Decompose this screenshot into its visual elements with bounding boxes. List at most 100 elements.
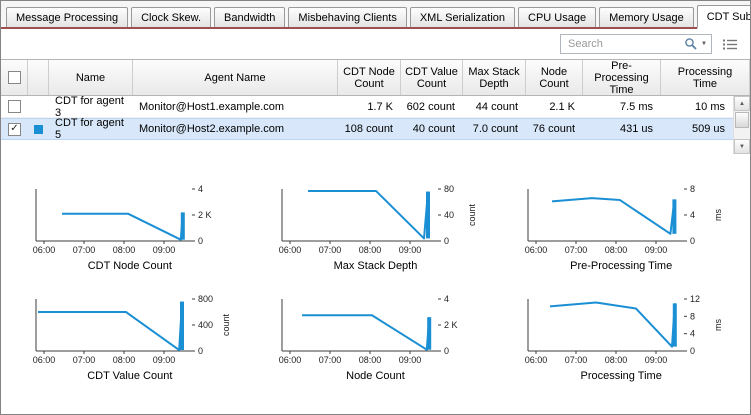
table-header: Name Agent Name CDT Node Count CDT Value…: [1, 59, 750, 96]
cell-pre-processing-time: 7.5 ms: [619, 100, 653, 113]
chart-title: CDT Value Count: [87, 370, 173, 382]
cell-name: CDT for agent 5: [55, 117, 124, 141]
svg-text:06:00: 06:00: [33, 245, 56, 255]
svg-text:08:00: 08:00: [604, 245, 627, 255]
scroll-track[interactable]: [734, 111, 750, 139]
chart-node-count: 06:00 07:00 08:00 09:00 0 2 K 4 Node Count: [268, 294, 483, 382]
cell-agent-name: Monitor@Host2.example.com: [139, 123, 285, 135]
cell-cdt-node-count: 108 count: [344, 123, 393, 135]
search-dropdown-caret-icon[interactable]: ▼: [701, 41, 707, 47]
cell-processing-time: 10 ms: [695, 100, 725, 113]
cell-max-stack-depth: 44 count: [475, 100, 518, 113]
svg-text:ms: ms: [713, 209, 723, 221]
svg-text:09:00: 09:00: [644, 245, 667, 255]
svg-text:08:00: 08:00: [604, 355, 627, 365]
svg-text:08:00: 08:00: [113, 245, 136, 255]
search-box: ▼: [560, 34, 712, 54]
column-header-node-count[interactable]: Node Count: [526, 60, 583, 95]
svg-text:06:00: 06:00: [279, 245, 302, 255]
column-header-pre-processing-time[interactable]: Pre-Processing Time: [583, 60, 661, 96]
tab-cdt-submission[interactable]: CDT Submission: [696, 5, 750, 29]
svg-text:07:00: 07:00: [564, 355, 587, 365]
tab-misbehaving-clients[interactable]: Misbehaving Clients: [288, 7, 407, 27]
svg-text:12: 12: [690, 294, 700, 304]
svg-text:0: 0: [198, 346, 203, 356]
svg-text:0: 0: [690, 236, 695, 246]
svg-text:08:00: 08:00: [113, 355, 136, 365]
svg-text:0: 0: [444, 236, 449, 246]
scroll-thumb[interactable]: [735, 112, 749, 128]
select-all-cell: [1, 60, 28, 95]
svg-text:06:00: 06:00: [524, 245, 547, 255]
column-header-cdt-value-count[interactable]: CDT Value Count: [401, 60, 463, 95]
table-row[interactable]: CDT for agent 5 Monitor@Host2.example.co…: [1, 117, 733, 141]
chart-processing-time: 06:00 07:00 08:00 09:00 0 4 8 12 ms Processing T…: [514, 294, 729, 382]
svg-text:06:00: 06:00: [524, 355, 547, 365]
svg-text:8: 8: [690, 184, 695, 194]
tab-cpu-usage[interactable]: CPU Usage: [518, 7, 597, 27]
select-all-checkbox[interactable]: [7, 71, 21, 84]
row-checkbox[interactable]: [8, 122, 21, 136]
chart-cdt-value-count: 06:00 07:00 08:00 09:00 0 400 800 count CDT Val…: [22, 294, 237, 382]
column-header-agent-name[interactable]: Agent Name: [133, 60, 338, 95]
svg-text:4: 4: [198, 184, 203, 194]
svg-text:08:00: 08:00: [359, 245, 382, 255]
tab-clock-skew[interactable]: Clock Skew.: [131, 7, 212, 27]
svg-text:09:00: 09:00: [399, 245, 422, 255]
svg-text:09:00: 09:00: [153, 245, 176, 255]
column-header-name[interactable]: Name: [49, 60, 133, 95]
series-swatch: [34, 124, 43, 134]
search-input[interactable]: [566, 37, 685, 51]
svg-text:4: 4: [690, 329, 695, 339]
search-icon[interactable]: [684, 37, 698, 51]
column-header-max-stack-depth[interactable]: Max Stack Depth: [463, 60, 526, 95]
column-header-processing-time[interactable]: Processing Time: [661, 60, 750, 95]
svg-text:09:00: 09:00: [399, 355, 422, 365]
svg-text:800: 800: [198, 294, 213, 304]
svg-text:07:00: 07:00: [73, 355, 96, 365]
row-checkbox-cell: [1, 96, 28, 117]
svg-text:4: 4: [690, 210, 695, 220]
svg-text:count: count: [467, 203, 477, 226]
scroll-up-icon: ▲: [739, 100, 745, 107]
series-swatch-cell: [28, 119, 49, 139]
column-header-cdt-node-count[interactable]: CDT Node Count: [338, 60, 401, 95]
vertical-scrollbar[interactable]: ▲ ▼: [733, 96, 750, 154]
cell-cdt-node-count: 1.7 K: [367, 100, 393, 113]
table-body: CDT for agent 3 Monitor@Host1.example.co…: [1, 94, 750, 154]
svg-text:08:00: 08:00: [359, 355, 382, 365]
svg-text:06:00: 06:00: [33, 355, 56, 365]
series-swatch-cell: [28, 96, 49, 117]
svg-text:0: 0: [198, 236, 203, 246]
chart-pre-processing-time: 06:00 07:00 08:00 09:00 0 4 8 ms Pre-Processing…: [514, 184, 729, 272]
svg-text:4: 4: [444, 294, 449, 304]
chart-title: Node Count: [346, 370, 405, 382]
tab-memory-usage[interactable]: Memory Usage: [599, 7, 694, 27]
tab-bandwidth[interactable]: Bandwidth: [214, 7, 286, 27]
cell-name: CDT for agent 3: [55, 94, 124, 119]
svg-text:80: 80: [444, 184, 454, 194]
scroll-up-button[interactable]: ▲: [734, 96, 750, 111]
svg-text:8: 8: [690, 311, 695, 321]
scroll-down-icon: ▼: [739, 143, 745, 150]
tab-message-processing[interactable]: Message Processing: [6, 7, 129, 27]
chart-title: Max Stack Depth: [333, 260, 418, 272]
row-checkbox[interactable]: [8, 100, 21, 113]
svg-text:07:00: 07:00: [319, 245, 342, 255]
series-swatch: [34, 102, 43, 111]
scroll-down-button[interactable]: ▼: [734, 139, 750, 154]
svg-text:400: 400: [198, 320, 213, 330]
chart-title: CDT Node Count: [87, 260, 172, 272]
svg-text:ms: ms: [713, 319, 723, 331]
table-row[interactable]: CDT for agent 3 Monitor@Host1.example.co…: [1, 94, 733, 119]
svg-text:09:00: 09:00: [644, 355, 667, 365]
cell-agent-name: Monitor@Host1.example.com: [139, 100, 285, 113]
grid-options-icon[interactable]: [722, 37, 738, 51]
tab-xml-serialization[interactable]: XML Serialization: [409, 7, 516, 27]
svg-text:2 K: 2 K: [198, 210, 212, 220]
svg-text:09:00: 09:00: [153, 355, 176, 365]
svg-text:count: count: [221, 313, 231, 336]
cell-max-stack-depth: 7.0 count: [472, 123, 518, 135]
cell-pre-processing-time: 431 us: [619, 123, 653, 135]
